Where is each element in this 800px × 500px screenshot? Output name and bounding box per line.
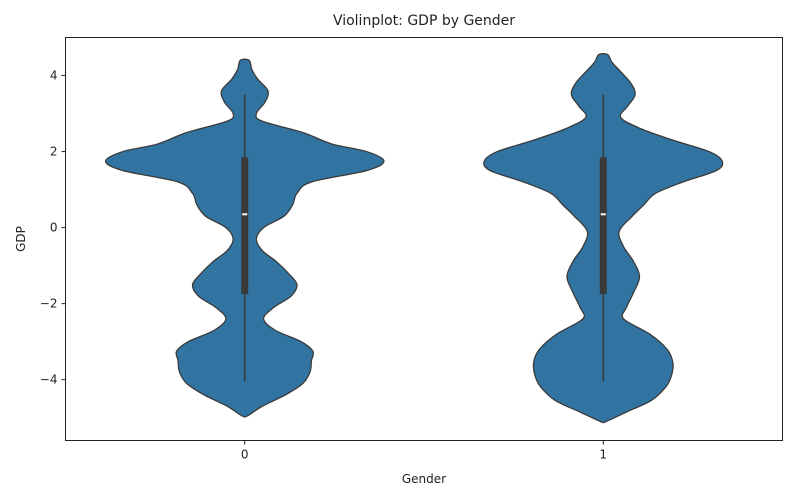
y-tick-label: −4 [40,373,58,387]
plot-frame [65,37,783,441]
violin-iqr-box-0 [241,157,249,295]
y-tick-label: 4 [50,69,58,83]
violin-iqr-box-1 [599,157,607,295]
violins-layer [104,53,724,424]
y-tick-label: 0 [50,221,58,235]
y-tick-label: −2 [40,297,58,311]
y-tick-label: 2 [50,145,58,159]
x-tick-label: 1 [599,448,607,462]
x-tick-label: 0 [241,448,249,462]
y-axis: −4 −2 0 2 4 [40,69,66,387]
chart-title: Violinplot: GDP by Gender [333,13,515,29]
y-axis-label: GDP [14,226,28,252]
x-axis-label: Gender [402,472,446,486]
